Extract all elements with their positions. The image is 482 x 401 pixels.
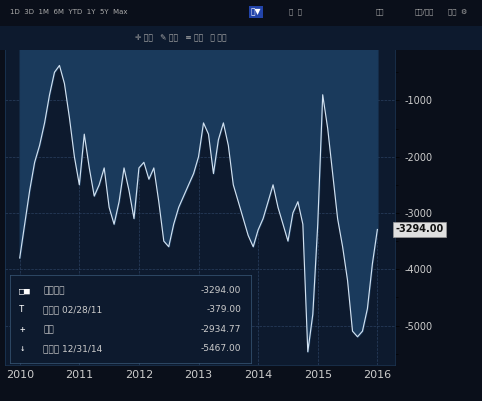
Text: T: T: [19, 306, 25, 314]
Text: 最低于 12/31/14: 最低于 12/31/14: [43, 344, 103, 353]
Text: 最新价格: 最新价格: [43, 286, 65, 295]
Text: ↓: ↓: [19, 344, 25, 353]
Text: 📈  表: 📈 表: [289, 8, 302, 15]
Text: 《《: 《《: [376, 8, 385, 15]
Text: □■: □■: [19, 286, 30, 295]
Text: 月▼: 月▼: [251, 7, 261, 16]
Text: 平均: 平均: [43, 325, 54, 334]
Text: 证券/分析: 证券/分析: [415, 8, 434, 15]
Text: ✛ 追踪   ✎ 注释   ≡ 新闻   🔍 缩放: ✛ 追踪 ✎ 注释 ≡ 新闻 🔍 缩放: [135, 34, 227, 43]
Text: -3294.00: -3294.00: [395, 225, 443, 235]
Text: -379.00: -379.00: [206, 306, 241, 314]
Text: 大率  ⚙: 大率 ⚙: [448, 8, 468, 15]
Text: 最高于 02/28/11: 最高于 02/28/11: [43, 306, 103, 314]
Text: -5467.00: -5467.00: [201, 344, 241, 353]
Text: -3294.00: -3294.00: [201, 286, 241, 295]
Text: +: +: [19, 325, 25, 334]
Text: 1D  3D  1M  6M  YTD  1Y  5Y  Max: 1D 3D 1M 6M YTD 1Y 5Y Max: [10, 9, 127, 15]
Text: -2934.77: -2934.77: [201, 325, 241, 334]
